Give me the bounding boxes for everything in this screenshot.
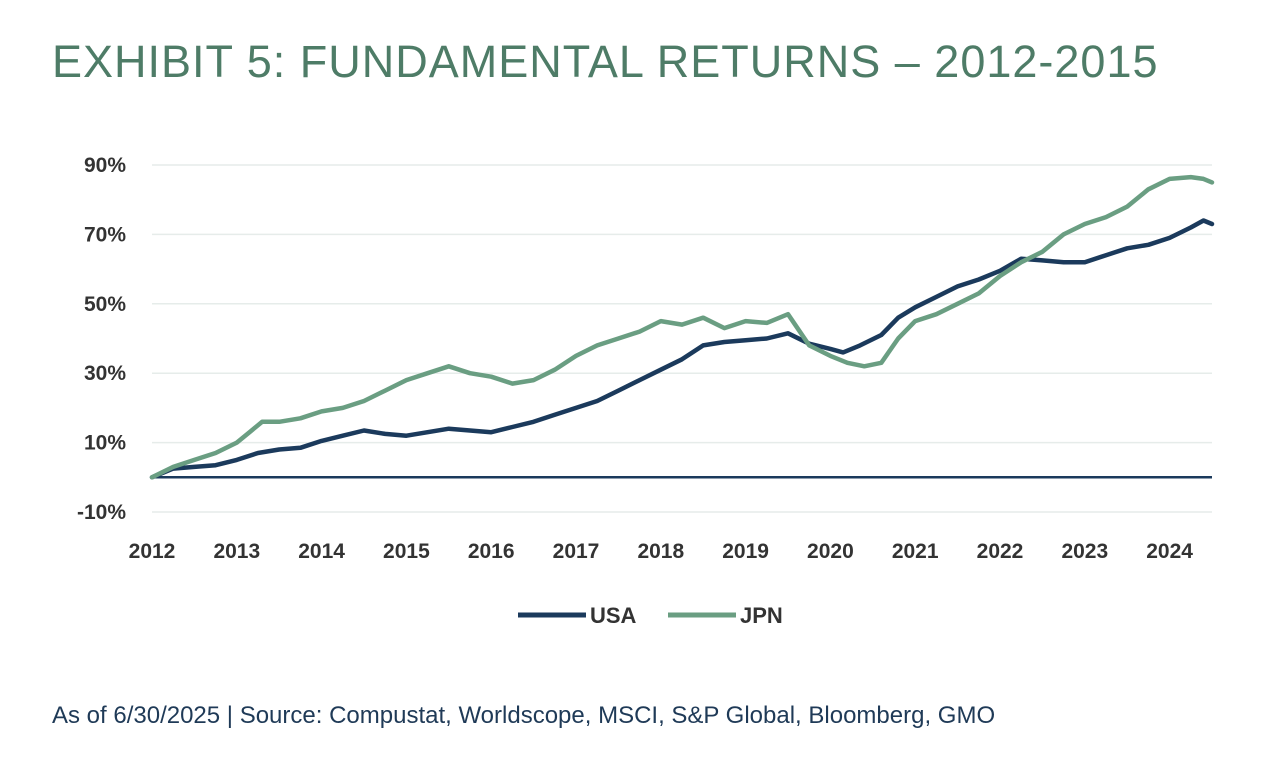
legend-label-jpn: JPN: [740, 603, 783, 628]
series-line-jpn: [149, 174, 1215, 480]
source-footnote: As of 6/30/2025 | Source: Compustat, Wor…: [52, 702, 996, 729]
legend: USA JPN: [518, 603, 783, 628]
x-tick-label: 2018: [637, 540, 684, 563]
legend-label-usa: USA: [590, 603, 637, 628]
x-tick-label: 2012: [129, 540, 176, 563]
y-tick-label: 90%: [84, 154, 126, 177]
chart-title: EXHIBIT 5: FUNDAMENTAL RETURNS – 2012-20…: [52, 36, 1159, 87]
y-tick-label: 30%: [84, 362, 126, 385]
y-tick-label: 50%: [84, 293, 126, 316]
grid-lines: [152, 164, 1212, 513]
x-tick-label: 2017: [553, 540, 600, 563]
x-tick-label: 2023: [1061, 540, 1108, 563]
x-axis: 2012 2013 2014 2015 2016 2017 2018 2019 2020 2021…: [129, 540, 1194, 563]
x-tick-label: 2014: [298, 540, 345, 563]
series-line-usa: [149, 218, 1215, 480]
x-tick-label: 2022: [977, 540, 1024, 563]
x-tick-label: 2021: [892, 540, 939, 563]
x-tick-label: 2024: [1146, 540, 1193, 563]
x-tick-label: 2016: [468, 540, 515, 563]
x-tick-label: 2019: [722, 540, 769, 563]
x-tick-label: 2015: [383, 540, 430, 563]
y-tick-label: 10%: [84, 432, 126, 455]
y-tick-label: -10%: [77, 501, 126, 524]
x-tick-label: 2020: [807, 540, 854, 563]
y-axis: 90% 70% 50% 30% 10% -10%: [77, 154, 126, 524]
series-lines: [149, 174, 1215, 480]
x-tick-label: 2013: [213, 540, 260, 563]
line-chart: 90% 70% 50% 30% 10% -10% 2012 2013 2014 2015 2016…: [77, 154, 1215, 628]
y-tick-label: 70%: [84, 223, 126, 246]
